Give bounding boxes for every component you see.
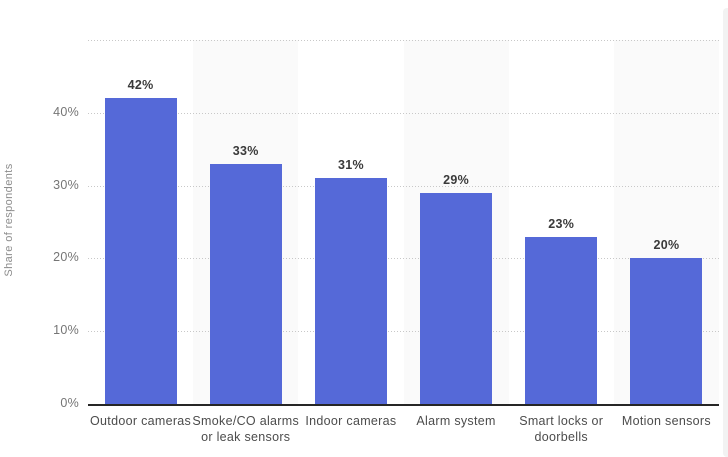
x-axis-line: [88, 404, 719, 406]
bar-value-label: 20%: [653, 238, 680, 253]
bar[interactable]: [630, 258, 703, 404]
y-tick-label: 0%: [60, 396, 79, 410]
bar-value-label: 42%: [127, 78, 154, 93]
bar-value-label: 29%: [443, 172, 470, 187]
bar-value-label: 31%: [337, 158, 364, 173]
y-tick-label: 40%: [53, 104, 79, 119]
y-tick-label: 30%: [53, 177, 79, 192]
y-gridline: [88, 331, 719, 333]
y-tick-label: 10%: [53, 323, 79, 338]
page-edge-scrollbar[interactable]: [723, 8, 728, 457]
bar[interactable]: [420, 192, 493, 404]
bar[interactable]: [314, 178, 387, 404]
category-label: Smart locks or doorbells: [519, 414, 604, 444]
category-label: Outdoor cameras: [90, 414, 192, 428]
bar[interactable]: [104, 98, 177, 404]
y-gridline: [88, 258, 719, 260]
y-gridline: [88, 40, 719, 41]
y-gridline: [88, 185, 719, 187]
category-label: Indoor cameras: [305, 414, 397, 428]
bar[interactable]: [209, 163, 282, 404]
bar-value-label: 23%: [548, 216, 575, 231]
category-label: Alarm system: [416, 414, 496, 428]
category-label: Smoke/CO alarms or leak sensors: [192, 414, 300, 444]
category-label: Motion sensors: [621, 414, 711, 428]
y-axis-title: Share of respondents: [3, 163, 15, 277]
y-tick-label: 20%: [53, 250, 79, 265]
y-gridline: [88, 112, 719, 114]
bar[interactable]: [525, 236, 598, 404]
bar-value-label: 33%: [232, 143, 259, 158]
